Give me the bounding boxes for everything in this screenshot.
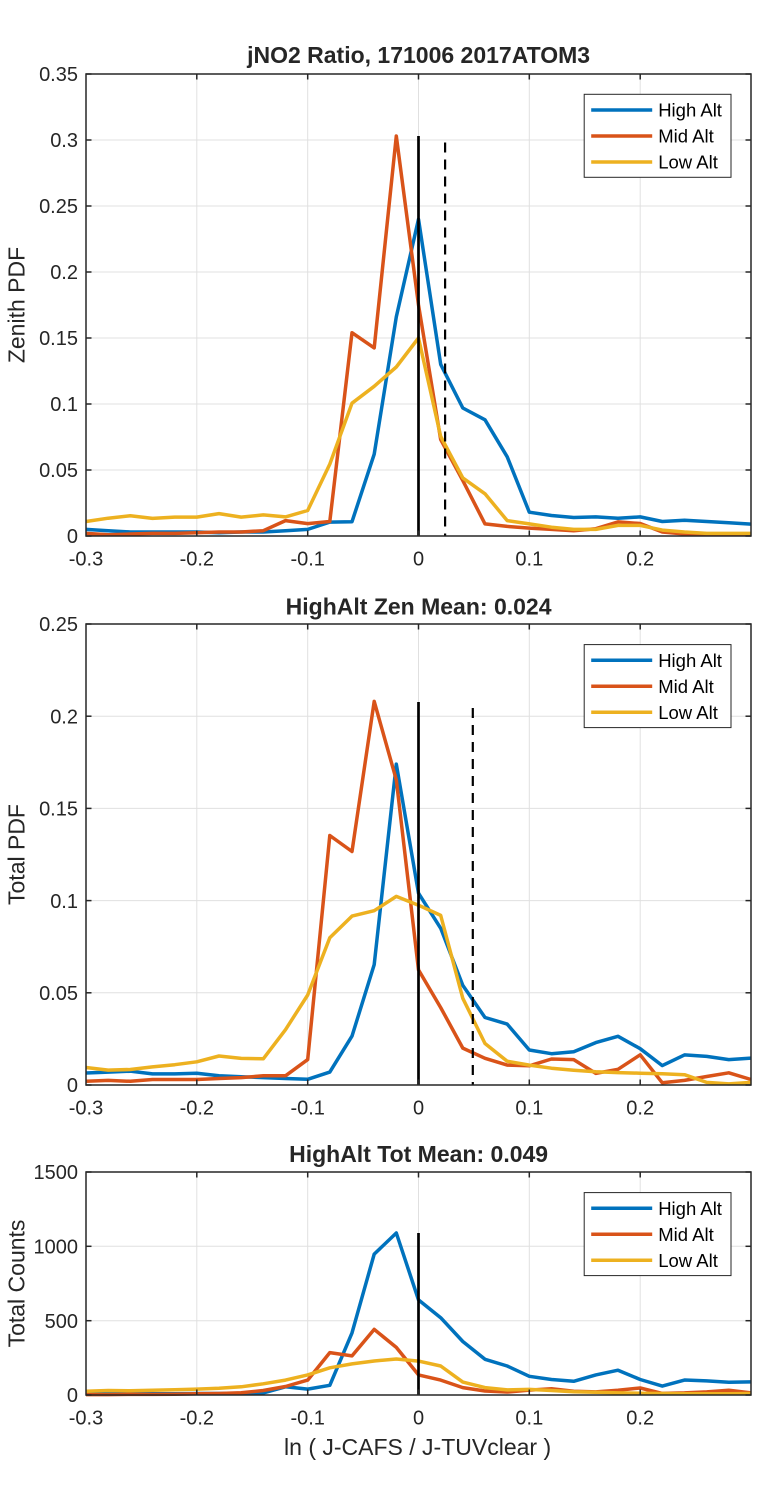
svg-text:0.2: 0.2 bbox=[626, 1097, 654, 1119]
svg-text:Mid Alt: Mid Alt bbox=[658, 1224, 714, 1245]
svg-text:-0.1: -0.1 bbox=[290, 548, 324, 570]
svg-text:ln ( J-CAFS / J-TUVclear ): ln ( J-CAFS / J-TUVclear ) bbox=[284, 1434, 551, 1460]
svg-text:0: 0 bbox=[413, 1407, 424, 1429]
svg-text:0.2: 0.2 bbox=[50, 706, 78, 728]
svg-text:0.25: 0.25 bbox=[39, 614, 78, 636]
svg-text:0.15: 0.15 bbox=[39, 328, 78, 350]
svg-text:0.1: 0.1 bbox=[50, 891, 78, 913]
svg-text:0: 0 bbox=[413, 1097, 424, 1119]
svg-text:1000: 1000 bbox=[34, 1237, 79, 1259]
svg-text:0.3: 0.3 bbox=[50, 130, 78, 152]
svg-text:0.2: 0.2 bbox=[626, 548, 654, 570]
svg-text:-0.3: -0.3 bbox=[69, 1407, 103, 1429]
svg-text:High Alt: High Alt bbox=[658, 100, 722, 121]
svg-text:0: 0 bbox=[67, 1075, 78, 1097]
svg-text:Total Counts: Total Counts bbox=[4, 1220, 30, 1348]
svg-text:0.15: 0.15 bbox=[39, 799, 78, 821]
svg-text:0.2: 0.2 bbox=[50, 262, 78, 284]
svg-text:-0.2: -0.2 bbox=[180, 548, 214, 570]
svg-text:HighAlt Tot Mean: 0.049: HighAlt Tot Mean: 0.049 bbox=[289, 1141, 548, 1167]
svg-text:0.05: 0.05 bbox=[39, 460, 78, 482]
svg-text:0: 0 bbox=[67, 1385, 78, 1407]
svg-text:500: 500 bbox=[45, 1311, 78, 1333]
svg-text:0.1: 0.1 bbox=[515, 1407, 543, 1429]
svg-text:-0.2: -0.2 bbox=[180, 1097, 214, 1119]
svg-text:0.2: 0.2 bbox=[626, 1407, 654, 1429]
svg-text:0: 0 bbox=[67, 526, 78, 548]
svg-text:Mid Alt: Mid Alt bbox=[658, 126, 714, 147]
svg-text:0.1: 0.1 bbox=[515, 1097, 543, 1119]
svg-text:-0.3: -0.3 bbox=[69, 1097, 103, 1119]
svg-text:-0.2: -0.2 bbox=[180, 1407, 214, 1429]
svg-text:Low Alt: Low Alt bbox=[658, 152, 718, 173]
svg-text:0.05: 0.05 bbox=[39, 983, 78, 1005]
svg-text:-0.1: -0.1 bbox=[290, 1097, 324, 1119]
svg-text:Mid Alt: Mid Alt bbox=[658, 676, 714, 697]
svg-text:Total PDF: Total PDF bbox=[4, 804, 30, 905]
svg-text:High Alt: High Alt bbox=[658, 650, 722, 671]
svg-text:0.35: 0.35 bbox=[39, 64, 78, 86]
svg-text:Low Alt: Low Alt bbox=[658, 1250, 718, 1271]
svg-text:1500: 1500 bbox=[34, 1162, 79, 1184]
svg-text:Zenith PDF: Zenith PDF bbox=[4, 247, 30, 363]
svg-text:HighAlt Zen Mean: 0.024: HighAlt Zen Mean: 0.024 bbox=[286, 593, 552, 619]
svg-text:-0.3: -0.3 bbox=[69, 548, 103, 570]
svg-text:0.1: 0.1 bbox=[515, 548, 543, 570]
svg-text:High Alt: High Alt bbox=[658, 1198, 722, 1219]
svg-text:-0.1: -0.1 bbox=[290, 1407, 324, 1429]
svg-text:0.1: 0.1 bbox=[50, 394, 78, 416]
svg-text:Low Alt: Low Alt bbox=[658, 702, 718, 723]
svg-text:0: 0 bbox=[413, 548, 424, 570]
svg-text:0.25: 0.25 bbox=[39, 196, 78, 218]
svg-text:jNO2 Ratio, 171006 2017ATOM3: jNO2 Ratio, 171006 2017ATOM3 bbox=[246, 42, 590, 68]
